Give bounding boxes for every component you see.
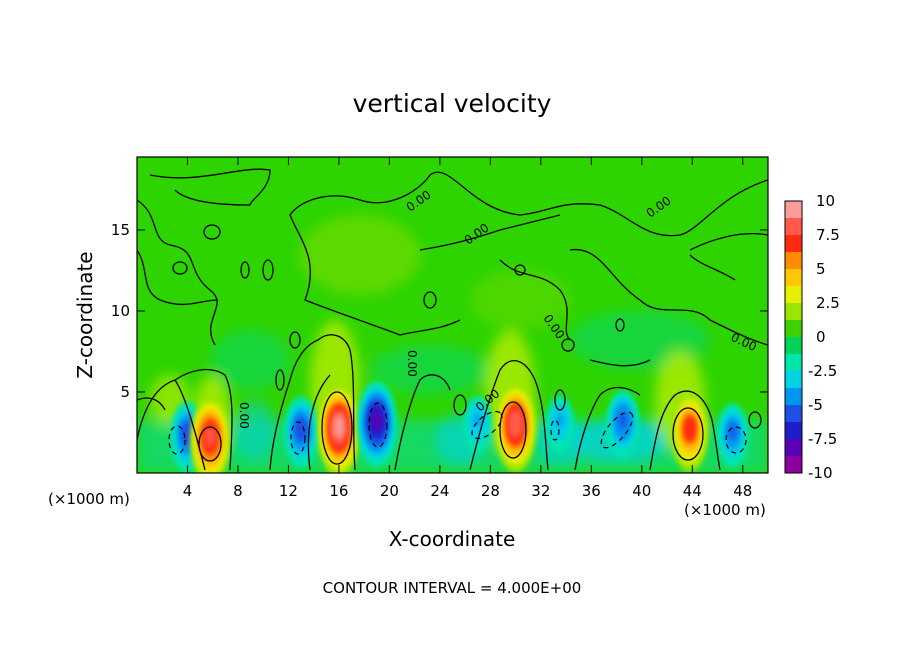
colorbar-swatch — [785, 320, 802, 338]
colorbar-tick-label: -10 — [808, 464, 833, 482]
downdraft-cell — [607, 390, 639, 459]
y-tick-label: 5 — [120, 383, 130, 401]
colorbar-tick-label: -5 — [808, 396, 823, 414]
colorbar-tick-label: -7.5 — [808, 430, 837, 448]
colorbar: 10 7.5 5 2.5 0 -2.5 -5 -7.5 -10 — [784, 192, 840, 482]
x-tick-label: 40 — [632, 482, 651, 500]
x-axis: 4 8 12 16 20 24 28 32 36 40 44 48 — [183, 157, 752, 500]
x-tick-label: 24 — [430, 482, 449, 500]
colorbar-swatches — [785, 201, 802, 474]
downdraft-cell — [357, 381, 396, 468]
contour-lines — [137, 168, 768, 471]
plot-area: 0.00 0.00 0.00 0.00 0.00 0.00 0.00 0.00 … — [111, 156, 769, 500]
cell-shade — [510, 412, 521, 435]
cell-shade — [205, 425, 215, 448]
downdraft-cell — [284, 396, 318, 469]
cell-shade — [296, 419, 306, 438]
x-tick-label: 44 — [683, 482, 702, 500]
colorbar-swatch — [785, 303, 802, 321]
colorbar-swatch — [785, 439, 802, 457]
colorbar-swatch — [785, 371, 802, 389]
colorbar-tick-label: 0 — [816, 328, 826, 346]
colorbar-swatch — [785, 354, 802, 372]
colorbar-swatch — [785, 456, 802, 474]
colorbar-tick-label: 10 — [816, 192, 835, 210]
x-tick-label: 36 — [582, 482, 601, 500]
downdraft-cell — [546, 395, 574, 453]
colorbar-tick-label: 7.5 — [816, 226, 840, 244]
x-tick-label: 16 — [329, 482, 348, 500]
colorbar-swatch — [785, 269, 802, 287]
contour-label: 0.00 — [237, 402, 251, 429]
colorbar-swatch — [785, 337, 802, 355]
colorbar-swatch — [785, 235, 802, 253]
x-tick-label: 48 — [733, 482, 752, 500]
x-tick-label: 32 — [531, 482, 550, 500]
plot-frame — [136, 156, 769, 474]
x-unit-right: (×1000 m) — [684, 501, 766, 519]
colorbar-swatch — [785, 422, 802, 440]
x-tick-label: 20 — [380, 482, 399, 500]
x-axis-label: X-coordinate — [389, 527, 516, 551]
colorbar-tick-label: 5 — [816, 260, 826, 278]
cell-shade — [728, 423, 737, 440]
contour-label: 0.00 — [405, 350, 419, 377]
colorbar-swatch — [785, 252, 802, 270]
cell-shade — [556, 413, 564, 428]
x-tick-label: 28 — [481, 482, 500, 500]
x-unit-left: (×1000 m) — [48, 490, 130, 508]
colorbar-swatch — [785, 201, 802, 219]
y-axis-label: Z-coordinate — [73, 251, 97, 378]
x-tick-label: 12 — [279, 482, 298, 500]
colorbar-swatch — [785, 286, 802, 304]
cell-shade — [685, 418, 695, 439]
y-axis: 5 10 15 — [111, 221, 768, 401]
colorbar-tick-label: 2.5 — [816, 294, 840, 312]
cell-shade — [371, 409, 382, 432]
downdraft-cell — [464, 395, 492, 453]
colorbar-swatch — [785, 218, 802, 236]
colorbar-swatch — [785, 405, 802, 423]
x-tick-label: 8 — [233, 482, 243, 500]
cell-shade — [333, 415, 345, 439]
y-tick-label: 10 — [111, 302, 130, 320]
colorbar-tick-label: -2.5 — [808, 362, 837, 380]
downdraft-cell — [717, 403, 748, 468]
colorbar-frame — [784, 200, 803, 474]
colorbar-swatch — [785, 388, 802, 406]
y-tick-label: 15 — [111, 221, 130, 239]
contour-interval-note: CONTOUR INTERVAL = 4.000E+00 — [323, 579, 582, 597]
colorbar-labels: 10 7.5 5 2.5 0 -2.5 -5 -7.5 -10 — [808, 192, 840, 482]
x-tick-label: 4 — [183, 482, 193, 500]
cell-shade — [618, 411, 627, 429]
chart-title: vertical velocity — [353, 89, 552, 118]
